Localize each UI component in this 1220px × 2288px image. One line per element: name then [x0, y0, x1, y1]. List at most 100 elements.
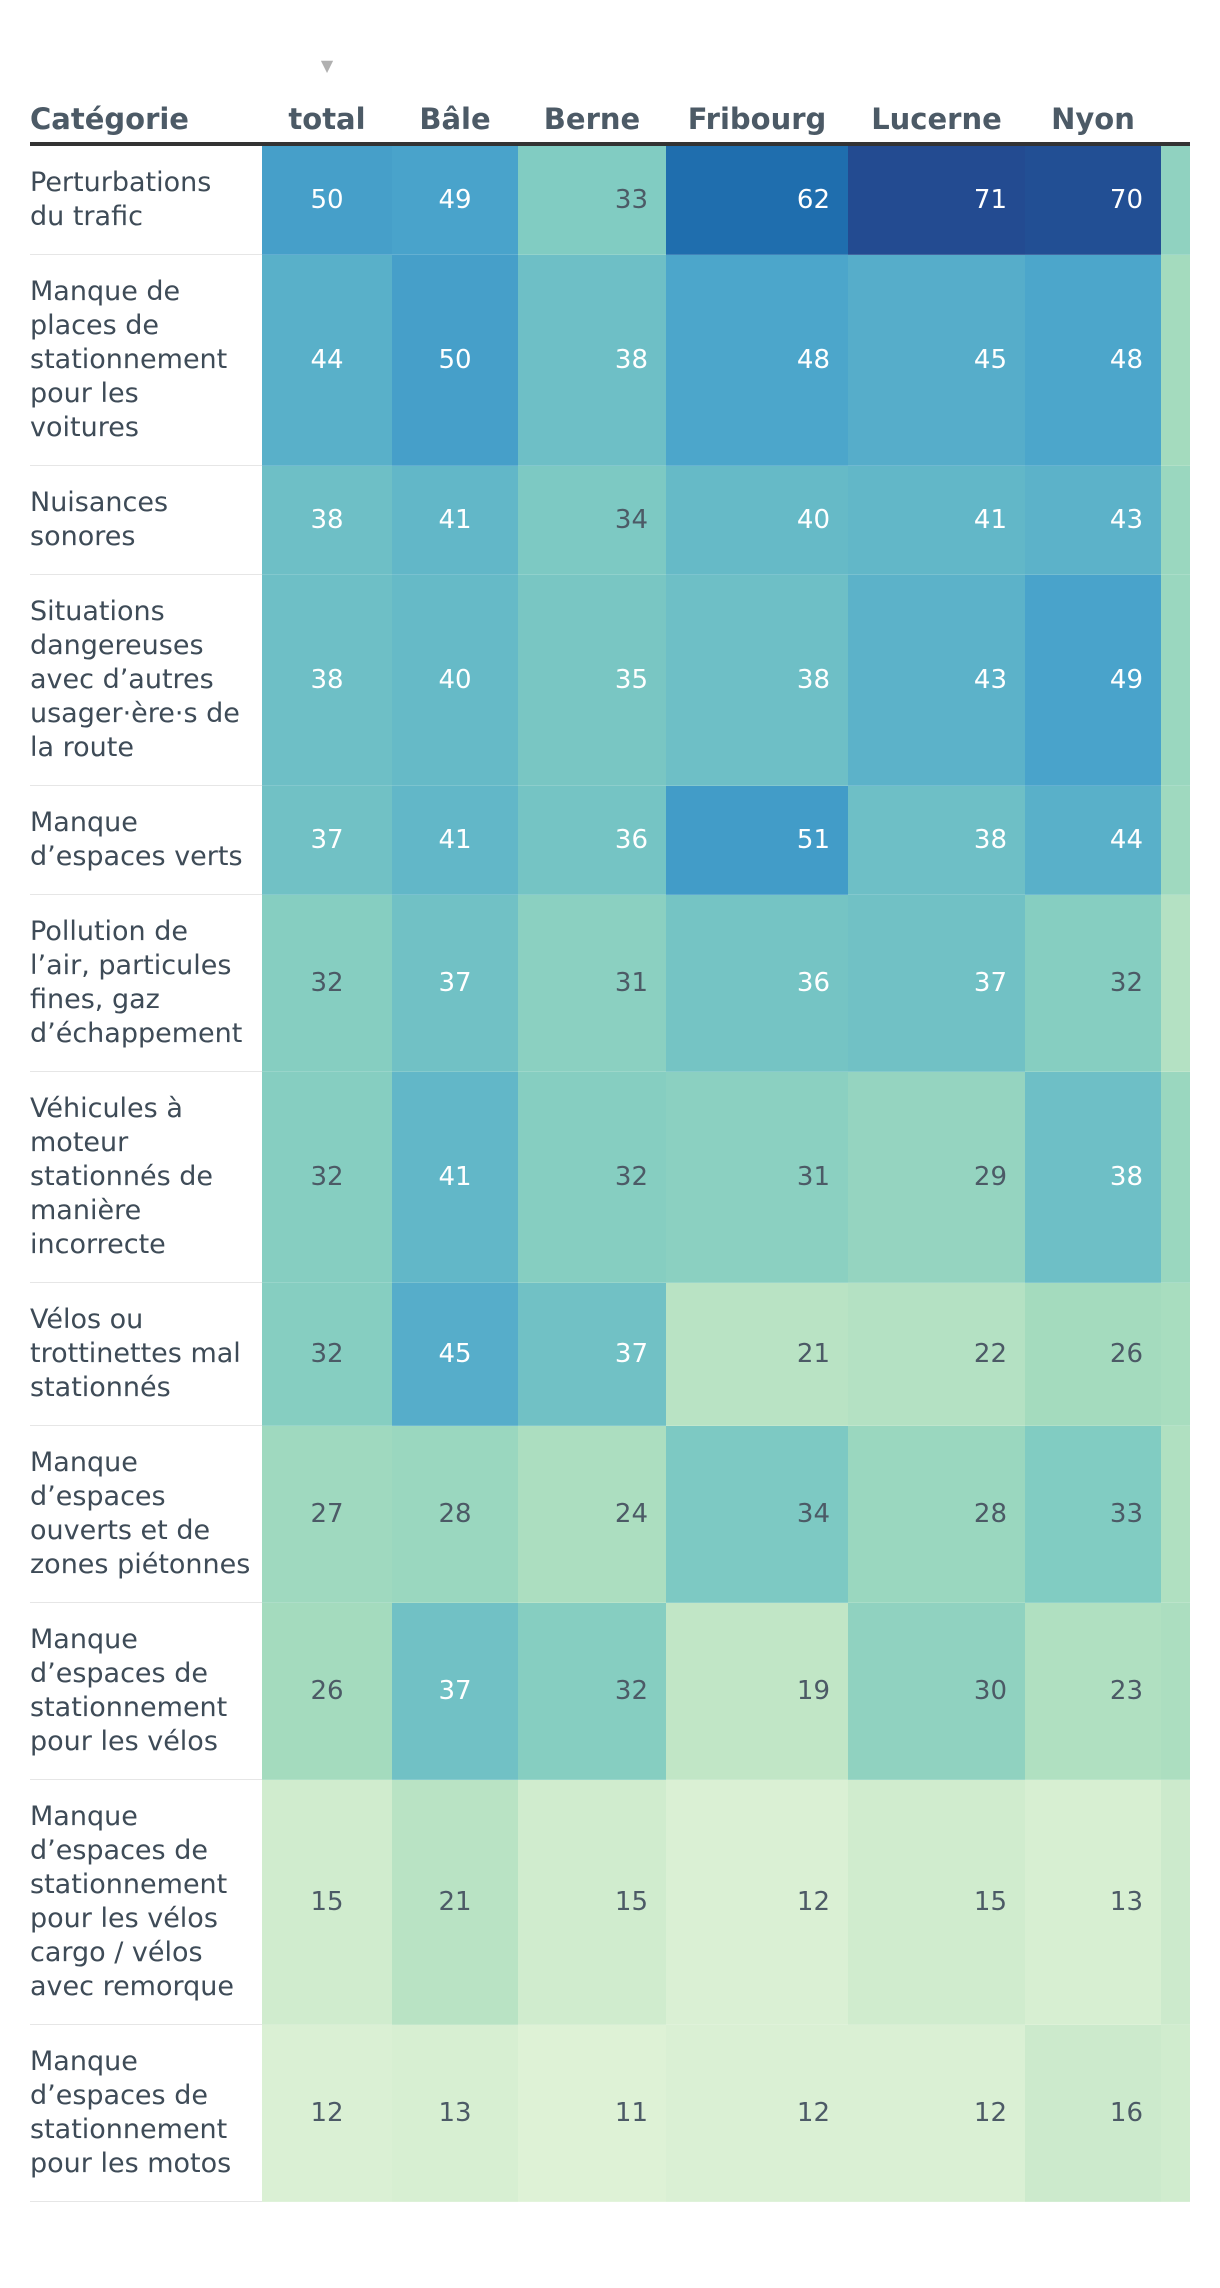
column-header-berne[interactable]: Berne: [518, 50, 666, 146]
heatmap-cell: 44: [262, 254, 392, 466]
row-label: Véhicules à moteur stationnés de manière…: [30, 1071, 262, 1283]
heatmap-cell-partial: [1161, 894, 1190, 1072]
heatmap-cell: 45: [392, 1282, 518, 1426]
heatmap-cell: 21: [392, 1779, 518, 2025]
heatmap-cell: 43: [1025, 465, 1161, 575]
heatmap-cell-partial: [1161, 574, 1190, 786]
table-row: Véhicules à moteur stationnés de manière…: [30, 1071, 1190, 1283]
heatmap-cell: 43: [848, 574, 1025, 786]
heatmap-table-container: Catégorie ▼ total Bâle Berne Fribourg Lu…: [30, 50, 1190, 2260]
heatmap-cell: 19: [666, 1602, 848, 1780]
heatmap-cell: 30: [848, 1602, 1025, 1780]
heatmap-cell-partial: [1161, 1071, 1190, 1283]
heatmap-cell: 37: [848, 894, 1025, 1072]
heatmap-cell: 29: [848, 1071, 1025, 1283]
heatmap-cell: 32: [262, 1282, 392, 1426]
heatmap-cell: 40: [666, 465, 848, 575]
heatmap-cell: 41: [392, 785, 518, 895]
heatmap-cell: 34: [666, 1425, 848, 1603]
heatmap-cell: 48: [666, 254, 848, 466]
heatmap-cell: 33: [1025, 1425, 1161, 1603]
heatmap-cell: 12: [262, 2024, 392, 2202]
table-row: Manque d’espaces ouverts et de zones pié…: [30, 1425, 1190, 1603]
heatmap-cell: 35: [518, 574, 666, 786]
heatmap-cell-partial: [1161, 1602, 1190, 1780]
heatmap-cell: 38: [1025, 1071, 1161, 1283]
heatmap-cell: 37: [518, 1282, 666, 1426]
heatmap-cell: 44: [1025, 785, 1161, 895]
heatmap-cell: 15: [848, 1779, 1025, 2025]
heatmap-cell: 13: [392, 2024, 518, 2202]
table-row: Manque d’espaces de stationnement pour l…: [30, 2024, 1190, 2202]
heatmap-cell: 49: [392, 144, 518, 255]
heatmap-cell: 32: [1025, 894, 1161, 1072]
sort-descending-icon: ▼: [320, 56, 334, 75]
heatmap-cell: 28: [848, 1425, 1025, 1603]
table-row: Vélos ou trottinettes mal stationnés 32 45…: [30, 1282, 1190, 1426]
column-header-bale[interactable]: Bâle: [392, 50, 518, 146]
heatmap-cell: 51: [666, 785, 848, 895]
heatmap-cell: 23: [1025, 1602, 1161, 1780]
row-label: Perturbations du trafic: [30, 144, 262, 255]
heatmap-cell: 38: [262, 574, 392, 786]
heatmap-cell: 36: [666, 894, 848, 1072]
heatmap-cell: 27: [262, 1425, 392, 1603]
heatmap-cell: 41: [848, 465, 1025, 575]
column-header-nyon[interactable]: Nyon: [1025, 50, 1161, 146]
heatmap-cell: 37: [392, 894, 518, 1072]
column-header-category[interactable]: Catégorie: [30, 50, 262, 146]
table-row: Nuisances sonores 38 41 34 40 41 43: [30, 465, 1190, 575]
column-header-lucerne[interactable]: Lucerne: [848, 50, 1025, 146]
heatmap-cell-partial: [1161, 465, 1190, 575]
heatmap-cell: 11: [518, 2024, 666, 2202]
row-label: Manque d’espaces ouverts et de zones pié…: [30, 1425, 262, 1603]
heatmap-cell-partial: [1161, 254, 1190, 466]
row-label: Manque d’espaces de stationnement pour l…: [30, 2024, 262, 2202]
heatmap-cell: 37: [392, 1602, 518, 1780]
heatmap-cell: 38: [848, 785, 1025, 895]
row-label: Situations dangereuses avec d’autres usa…: [30, 574, 262, 786]
heatmap-cell: 26: [262, 1602, 392, 1780]
heatmap-cell: 71: [848, 144, 1025, 255]
heatmap-cell: 70: [1025, 144, 1161, 255]
heatmap-cell: 50: [392, 254, 518, 466]
heatmap-cell: 28: [392, 1425, 518, 1603]
table-row: Manque d’espaces de stationnement pour l…: [30, 1602, 1190, 1780]
row-label: Manque d’espaces verts: [30, 785, 262, 895]
heatmap-cell: 49: [1025, 574, 1161, 786]
heatmap-cell-partial: [1161, 785, 1190, 895]
heatmap-cell: 41: [392, 1071, 518, 1283]
heatmap-cell: 13: [1025, 1779, 1161, 2025]
column-header-total[interactable]: ▼ total: [262, 50, 392, 146]
heatmap-cell: 38: [262, 465, 392, 575]
heatmap-cell: 33: [518, 144, 666, 255]
heatmap-cell: 37: [262, 785, 392, 895]
heatmap-cell: 15: [518, 1779, 666, 2025]
table-row: Pollution de l’air, particules fines, ga…: [30, 894, 1190, 1072]
column-header-label: total: [288, 102, 366, 136]
column-header-partial[interactable]: S: [1161, 50, 1190, 146]
table-row: Perturbations du trafic 50 49 33 62 71 70: [30, 144, 1190, 255]
heatmap-cell: 31: [666, 1071, 848, 1283]
row-label: Manque d’espaces de stationnement pour l…: [30, 1779, 262, 2025]
heatmap-cell: 15: [262, 1779, 392, 2025]
heatmap-cell-partial: [1161, 2024, 1190, 2202]
heatmap-table: Catégorie ▼ total Bâle Berne Fribourg Lu…: [30, 50, 1190, 2202]
column-header-fribourg[interactable]: Fribourg: [666, 50, 848, 146]
table-row: Manque de places de stationnement pour l…: [30, 254, 1190, 466]
heatmap-cell: 62: [666, 144, 848, 255]
row-label: Pollution de l’air, particules fines, ga…: [30, 894, 262, 1072]
heatmap-cell: 22: [848, 1282, 1025, 1426]
heatmap-cell: 31: [518, 894, 666, 1072]
table-row: Manque d’espaces verts 37 41 36 51 38 44: [30, 785, 1190, 895]
heatmap-cell: 32: [518, 1602, 666, 1780]
row-label: Nuisances sonores: [30, 465, 262, 575]
heatmap-cell: 12: [666, 2024, 848, 2202]
heatmap-cell: 38: [666, 574, 848, 786]
heatmap-cell: 24: [518, 1425, 666, 1603]
heatmap-body: Perturbations du trafic 50 49 33 62 71 70 Manqu…: [30, 144, 1190, 2202]
heatmap-cell: 45: [848, 254, 1025, 466]
heatmap-cell: 40: [392, 574, 518, 786]
row-label: Manque d’espaces de stationnement pour l…: [30, 1602, 262, 1780]
heatmap-cell: 32: [262, 894, 392, 1072]
